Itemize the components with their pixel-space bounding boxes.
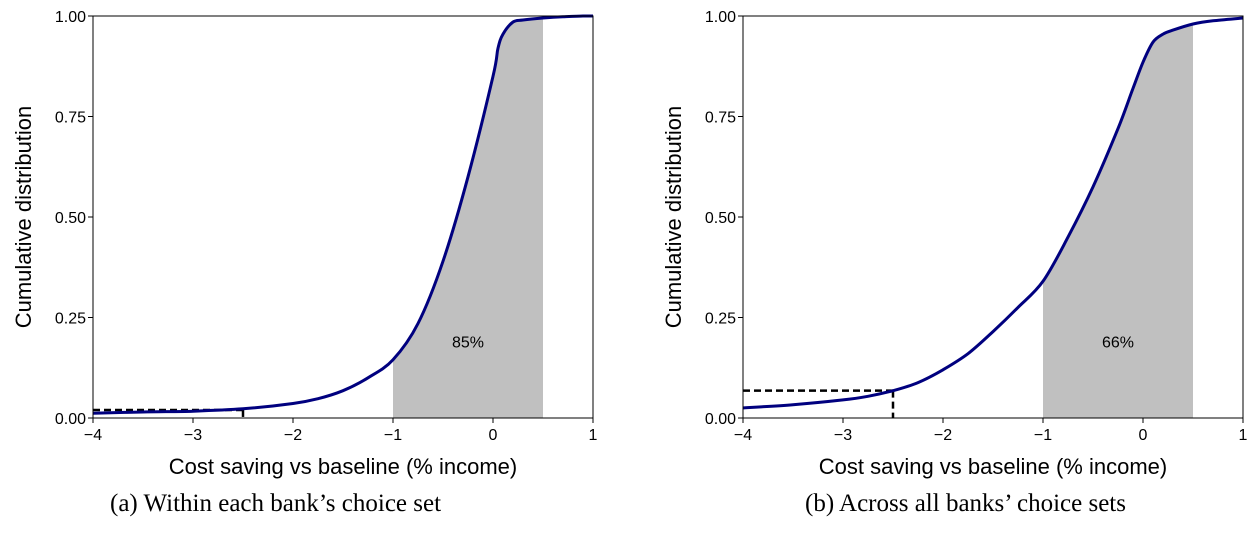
chart-panel-a: 85% −4 −3 −2 −1 0 1 0.00 0.25 0.50 0.75 1.00 Cost sa… xyxy=(11,9,598,479)
x-tick-label: −2 xyxy=(934,427,952,444)
y-tick-label: 0.50 xyxy=(705,210,736,227)
y-axis-label: Cumulative distribution xyxy=(661,106,686,329)
y-tick-label: 0.25 xyxy=(55,311,86,328)
x-tick-label: −4 xyxy=(84,427,102,444)
x-tick-label: 1 xyxy=(1239,427,1248,444)
caption-a: (a) Within each bank’s choice set xyxy=(110,490,442,517)
y-tick-label: 0.00 xyxy=(705,411,736,428)
y-tick-label: 0.75 xyxy=(55,110,86,127)
x-tick-label: 0 xyxy=(489,427,498,444)
x-tick-label: 0 xyxy=(1139,427,1148,444)
x-tick-label: −1 xyxy=(1034,427,1052,444)
cdf-curve xyxy=(742,16,1244,410)
x-axis-label: Cost saving vs baseline (% income) xyxy=(169,454,517,479)
chart-panel-b: 66% −4 −3 −2 −1 0 1 0.00 0.25 0.50 0.75 1.00 Cost sa… xyxy=(661,9,1248,479)
y-tick-label: 0.75 xyxy=(705,110,736,127)
y-tick-label: 1.00 xyxy=(55,9,86,26)
x-tick-label: −3 xyxy=(184,427,202,444)
cdf-curve xyxy=(92,14,594,415)
y-tick-label: 0.25 xyxy=(705,311,736,328)
y-tick-label: 0.50 xyxy=(55,210,86,227)
shaded-region-label: 66% xyxy=(1102,335,1134,352)
shaded-region xyxy=(393,18,543,418)
caption-b: (b) Across all banks’ choice sets xyxy=(805,490,1126,517)
x-tick-label: 1 xyxy=(589,427,598,444)
y-axis-label: Cumulative distribution xyxy=(11,106,36,329)
y-tick-label: 1.00 xyxy=(705,9,736,26)
x-tick-label: −1 xyxy=(384,427,402,444)
y-tick-label: 0.00 xyxy=(55,411,86,428)
shaded-region xyxy=(1043,24,1193,418)
x-tick-label: −3 xyxy=(834,427,852,444)
x-tick-label: −4 xyxy=(734,427,752,444)
x-axis-label: Cost saving vs baseline (% income) xyxy=(819,454,1167,479)
x-tick-label: −2 xyxy=(284,427,302,444)
shaded-region-label: 85% xyxy=(452,335,484,352)
